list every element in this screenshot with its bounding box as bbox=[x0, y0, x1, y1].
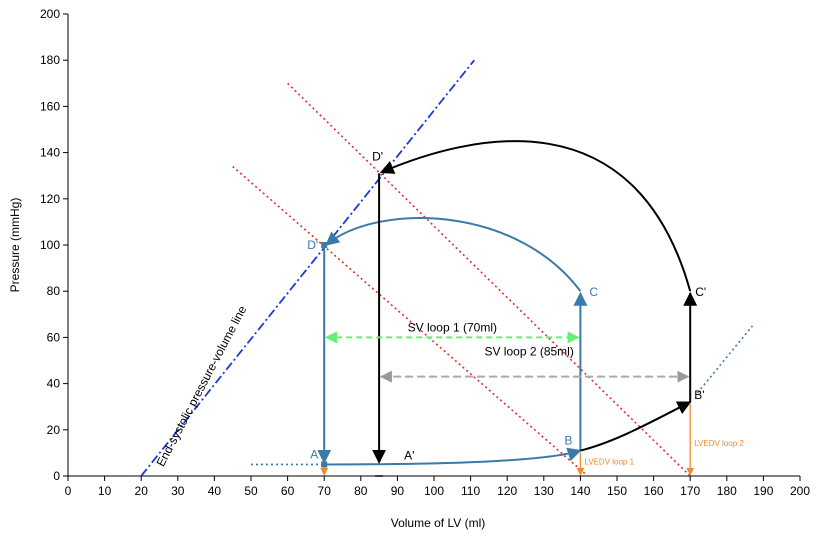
x-tick-label: 110 bbox=[461, 484, 480, 498]
x-tick-label: 180 bbox=[717, 484, 737, 498]
x-tick-label: 10 bbox=[98, 484, 112, 498]
point-label-b: B bbox=[564, 434, 572, 448]
loop1-filling bbox=[324, 447, 582, 466]
series-line-1 bbox=[232, 165, 589, 477]
y-tick-label: 100 bbox=[40, 238, 60, 252]
x-tick-label: 130 bbox=[534, 484, 554, 498]
series-line-4 bbox=[696, 325, 754, 394]
x-tick-label: 100 bbox=[424, 484, 444, 498]
point-labels: A B C D' A' B' C' D' bbox=[307, 149, 706, 462]
x-tick-label: 50 bbox=[244, 484, 258, 498]
loop2-ejection bbox=[379, 140, 692, 292]
x-tick-label: 200 bbox=[790, 484, 810, 498]
annotations: SV loop 1 (70ml) SV loop 2 (85ml) LVEDV lo… bbox=[320, 320, 744, 477]
point-label-b-prime: B' bbox=[694, 388, 704, 402]
x-tick-label: 0 bbox=[65, 484, 72, 498]
loop2-filling bbox=[580, 401, 692, 452]
y-tick-label: 140 bbox=[40, 146, 60, 160]
x-tick-label: 80 bbox=[354, 484, 368, 498]
loop1-ejection bbox=[325, 217, 582, 292]
x-tick-label: 170 bbox=[680, 484, 700, 498]
loop1-point-marker bbox=[321, 461, 328, 468]
x-tick-label: 30 bbox=[171, 484, 185, 498]
loop1-point-marker bbox=[321, 242, 328, 248]
x-tick-label: 90 bbox=[391, 484, 405, 498]
x-tick-label: 20 bbox=[135, 484, 149, 498]
y-tick-label: 160 bbox=[40, 99, 60, 113]
y-tick-label: 60 bbox=[47, 330, 61, 344]
y-tick-label: 40 bbox=[47, 377, 61, 391]
y-axis-title: Pressure (mmHg) bbox=[8, 198, 22, 293]
lvedv-label-2: LVEDV loop 2 bbox=[694, 439, 744, 448]
point-label-c: C bbox=[589, 285, 598, 299]
y-tick-label: 180 bbox=[40, 53, 60, 67]
y-tick-label: 80 bbox=[47, 284, 61, 298]
x-tick-label: 160 bbox=[644, 484, 664, 498]
sv-loop1-label: SV loop 1 (70ml) bbox=[408, 320, 497, 334]
point-label-a-prime: A' bbox=[404, 448, 414, 462]
point-label-d-prime: D' bbox=[372, 149, 383, 163]
series-line-0 bbox=[140, 59, 475, 477]
point-label-d: D' bbox=[307, 238, 318, 252]
series-line-2 bbox=[287, 82, 691, 477]
x-tick-label: 190 bbox=[753, 484, 773, 498]
y-tick-label: 200 bbox=[40, 7, 60, 21]
point-label-a: A bbox=[310, 447, 318, 461]
helper-lines bbox=[140, 59, 754, 477]
axes: 0 10 20 30 40 50 60 70 80 90 100 110 120 130 140 150 160… bbox=[40, 7, 810, 498]
x-tick-label: 40 bbox=[208, 484, 222, 498]
lvedv-label-1: LVEDV loop 1 bbox=[584, 457, 634, 466]
x-axis-title: Volume of LV (ml) bbox=[391, 516, 485, 530]
sv-loop2-label: SV loop 2 (85ml) bbox=[484, 345, 573, 359]
y-tick-label: 120 bbox=[40, 192, 60, 206]
y-tick-label: 20 bbox=[47, 423, 61, 437]
y-tick-label: 0 bbox=[53, 469, 60, 483]
x-tick-label: 60 bbox=[281, 484, 295, 498]
pv-loops bbox=[317, 140, 698, 468]
point-label-c-prime: C' bbox=[695, 285, 706, 299]
x-tick-label: 70 bbox=[318, 484, 332, 498]
x-tick-label: 150 bbox=[607, 484, 627, 498]
x-tick-label: 120 bbox=[497, 484, 517, 498]
espvr-line-label: End-systolic pressure-volume line bbox=[154, 303, 250, 469]
x-tick-label: 140 bbox=[570, 484, 590, 498]
